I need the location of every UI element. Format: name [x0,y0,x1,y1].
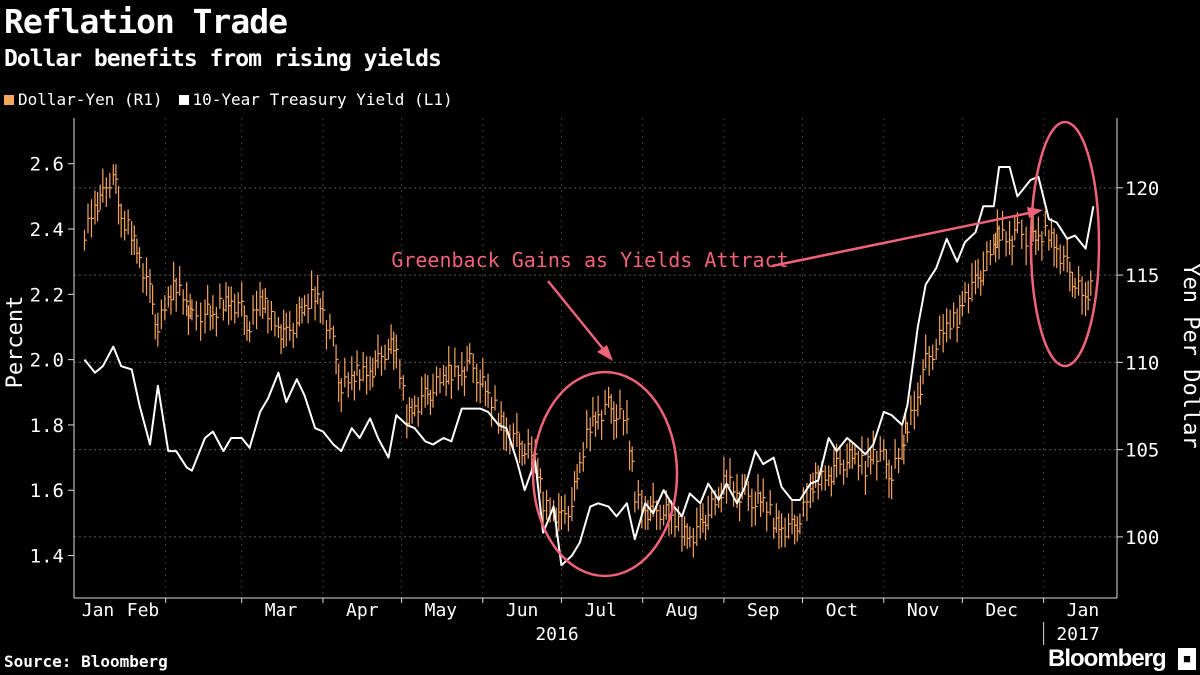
axes [73,118,1118,599]
right-tick-label: 110 [1125,352,1159,374]
left-axis-ticks: 1.4 1.6 1.8 2.0 2.2 2.4 2.6 [30,154,74,568]
annotation-label: Greenback Gains as Yields Attract [391,248,788,272]
right-tick-label: 120 [1125,178,1159,200]
left-tick-label: 1.4 [30,546,64,568]
left-tick-label: 1.8 [30,415,64,437]
left-tick-label: 2.6 [30,154,64,176]
x-axis-ticks: Jan Feb Mar Apr May Jun Jul Aug Sep Oct Nov Dec Jan 2… [82,598,1100,645]
x-tick-label: Nov [907,600,940,621]
right-axis-ticks: 100 105 110 115 120 [1117,178,1159,549]
legend-label-dollar-yen: Dollar-Yen (R1) [18,90,163,109]
x-tick-label: Dec [985,600,1018,621]
x-tick-label: Jul [584,600,617,621]
left-tick-label: 1.6 [30,480,64,502]
x-tick-label: Mar [265,600,298,621]
annotation-arrow-right [771,210,1035,268]
left-tick-label: 2.0 [30,350,64,372]
x-tick-label: Feb [127,600,160,621]
right-axis-title: Yen Per Dollar [1178,263,1200,448]
legend: Dollar-Yen (R1) 10-Year Treasury Yield (… [4,90,453,109]
year-label-2016: 2016 [535,624,578,645]
x-tick-label: Jun [506,600,539,621]
legend-item-treasury-yield: 10-Year Treasury Yield (L1) [178,90,453,109]
dollar-yen-series [83,164,1094,558]
annotation-ellipse-summer [531,370,679,578]
x-tick-label: Apr [346,600,379,621]
x-tick-label: Aug [666,600,699,621]
x-tick-label: Jan [1067,600,1100,621]
legend-swatch-dollar-yen [4,94,14,105]
year-label-2017: 2017 [1056,624,1099,645]
left-tick-label: 2.4 [30,219,64,241]
x-tick-label: Oct [826,600,859,621]
x-tick-label: Jan [82,600,115,621]
legend-label-treasury-yield: 10-Year Treasury Yield (L1) [192,90,453,109]
annotation-arrow-down [547,280,609,356]
legend-item-dollar-yen: Dollar-Yen (R1) [4,90,163,109]
bloomberg-terminal-icon: ■ [1178,648,1196,670]
source-note: Source: Bloomberg [4,652,168,671]
right-tick-label: 100 [1125,527,1159,549]
chart-subtitle: Dollar benefits from rising yields [4,46,442,72]
chart-title: Reflation Trade [4,2,288,41]
grid-lines [74,118,1117,598]
treasury-yield-line [83,166,1095,567]
x-tick-label: Sep [747,600,780,621]
treasury-yield-series [83,166,1095,567]
left-axis-title: Percent [3,296,28,389]
right-tick-label: 105 [1125,440,1159,462]
left-tick-label: 2.2 [30,284,64,306]
legend-swatch-treasury-yield [178,94,189,105]
bloomberg-logo: Bloomberg [1048,645,1167,672]
annotation-arrowhead-right [1027,207,1043,218]
x-tick-label: May [425,600,458,621]
annotation-arrowhead-down [597,345,613,361]
annotation-ellipse-january [1029,120,1101,368]
right-tick-label: 115 [1125,265,1159,287]
